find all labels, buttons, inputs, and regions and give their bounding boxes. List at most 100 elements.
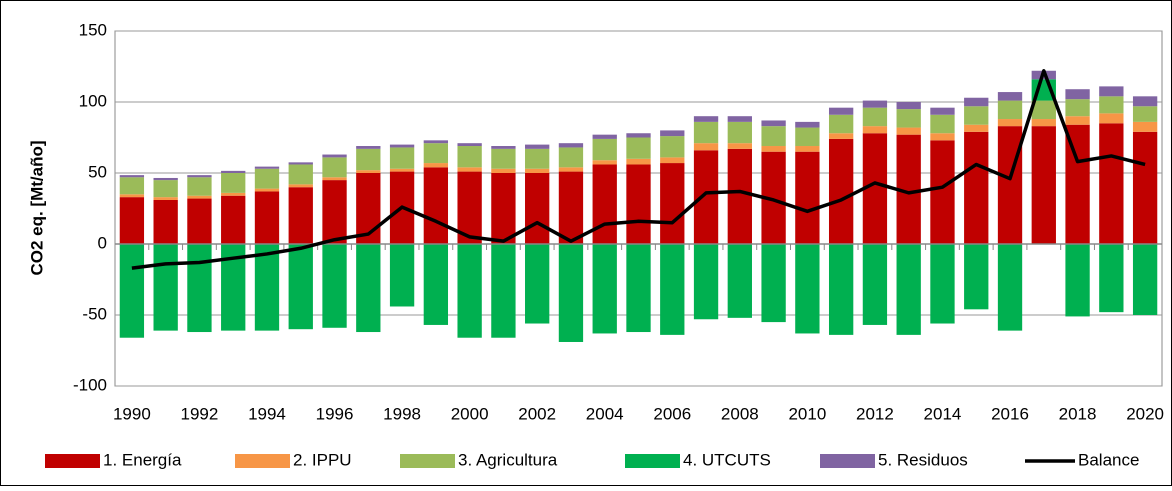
x-tick-label: 2018 (1059, 404, 1097, 423)
bar-segment (356, 170, 381, 173)
bar-segment (930, 107, 955, 115)
bar-segment (254, 244, 280, 331)
x-tick-label: 1996 (316, 404, 354, 423)
bar-segment (896, 102, 921, 110)
bar-segment (491, 146, 516, 149)
bar-segment (626, 158, 651, 165)
bar-segment (896, 244, 921, 335)
legend-label: 3. Agricultura (458, 450, 558, 469)
bar-segment (1065, 116, 1090, 125)
legend-label: 4. UTCUTS (683, 450, 771, 469)
bar-segment (491, 148, 516, 169)
bar-segment (389, 144, 415, 148)
bar-segment (558, 147, 584, 168)
bar-segment (795, 244, 820, 334)
bar-segment (964, 124, 989, 132)
y-tick-label: 0 (98, 233, 107, 252)
bar-segment (592, 138, 617, 161)
bar-segment (660, 244, 685, 335)
bar-segment (592, 160, 617, 165)
bar-segment (930, 140, 955, 244)
y-tick-label: 150 (79, 20, 107, 39)
x-tick-label: 2006 (653, 404, 691, 423)
bar-segment (457, 143, 482, 147)
bar-segment (1132, 121, 1158, 132)
bar-segment (795, 146, 820, 152)
bar-segment (525, 148, 550, 169)
bar-segment (1099, 123, 1124, 244)
bar-segment (828, 244, 854, 335)
bar-segment (153, 177, 178, 181)
bar-segment (525, 144, 550, 149)
bar-segment (997, 126, 1023, 244)
bar-segment (525, 173, 550, 244)
bar-segment (119, 197, 145, 244)
bar-segment (660, 157, 685, 164)
bar-segment (727, 121, 752, 144)
y-tick-label: -50 (82, 304, 107, 323)
bar-segment (1031, 100, 1056, 120)
bar-segment (1132, 106, 1158, 122)
bar-segment (660, 136, 685, 158)
bar-segment (288, 162, 313, 165)
bar-segment (221, 195, 246, 244)
bar-segment (254, 191, 280, 244)
legend-swatch (820, 454, 875, 468)
bar-segment (356, 148, 381, 171)
bar-segment (525, 244, 550, 324)
bar-segment (997, 92, 1023, 101)
bar-segment (322, 244, 347, 328)
y-axis-label: CO2 eq. [Mt/año] (27, 140, 46, 275)
legend-label: 2. IPPU (293, 450, 352, 469)
bar-segment (626, 137, 651, 159)
legend-label: Balance (1078, 450, 1139, 469)
bar-segment (1132, 96, 1158, 107)
bar-segment (930, 133, 955, 141)
legend-label: 1. Energía (103, 450, 182, 469)
x-tick-label: 2014 (924, 404, 962, 423)
bar-segment (1031, 126, 1056, 244)
bar-segment (660, 130, 685, 137)
bar-segment (423, 143, 449, 164)
bar-segment (356, 146, 381, 149)
bar-segment (997, 119, 1023, 127)
bar-segment (288, 244, 313, 330)
bar-segment (626, 164, 651, 244)
bar-segment (1065, 244, 1090, 317)
bar-segment (626, 133, 651, 138)
bar-segment (457, 244, 482, 338)
bar-segment (322, 180, 347, 244)
bar-segment (423, 244, 449, 325)
legend-swatch (400, 454, 455, 468)
bar-segment (964, 97, 989, 107)
bar-segment (761, 126, 786, 147)
bar-segment (491, 168, 516, 173)
bar-segment (389, 147, 415, 169)
bar-segment (558, 171, 584, 244)
x-tick-label: 2004 (586, 404, 624, 423)
bar-segment (288, 184, 313, 188)
bar-segment (693, 244, 719, 320)
bar-segment (727, 148, 752, 244)
bar-segment (525, 168, 550, 173)
bar-segment (693, 116, 719, 122)
bar-segment (862, 244, 888, 325)
bar-segment (389, 244, 415, 307)
legend-swatch (235, 454, 290, 468)
bar-segment (1031, 119, 1056, 127)
bar-segment (828, 133, 854, 139)
bar-segment (119, 175, 145, 178)
bar-segment (457, 167, 482, 172)
x-tick-label: 1992 (181, 404, 219, 423)
bar-segment (896, 127, 921, 135)
x-tick-label: 2020 (1126, 404, 1164, 423)
bar-segment (423, 163, 449, 168)
bar-segment (997, 244, 1023, 331)
bar-segment (1132, 131, 1158, 244)
bar-segment (187, 175, 212, 178)
bar-segment (153, 180, 178, 198)
bar-segment (254, 168, 280, 189)
bar-segment (119, 177, 145, 195)
bar-segment (1065, 89, 1090, 100)
